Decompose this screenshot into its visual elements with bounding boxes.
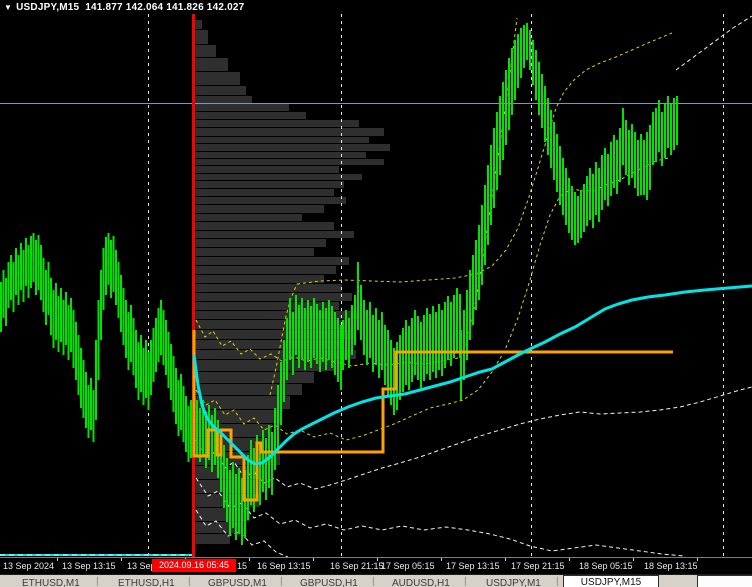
- volume-profile-bar: [194, 197, 346, 204]
- volume-profile-bar: [194, 189, 334, 196]
- chart-title: ▼ USDJPY,M15 141.877 142.064 141.826 142.…: [4, 2, 244, 13]
- time-axis-tick: [313, 558, 314, 561]
- time-axis-label: 15: [237, 561, 248, 571]
- volume-profile-bar: [194, 248, 314, 256]
- volume-profile-bar: [194, 72, 240, 85]
- yellow-band-line: [195, 17, 518, 367]
- time-axis-label: 13 Sep: [127, 561, 156, 571]
- time-axis[interactable]: 2024.09.16 05:45 13 Sep 2024 13 Sep 13:15…: [0, 557, 752, 574]
- volume-profile-bar: [194, 30, 208, 44]
- volume-profile-bar: [194, 137, 369, 143]
- time-axis-label: 13 Sep 2024: [3, 561, 55, 571]
- chart-tab-active[interactable]: USDJPY,M15: [563, 575, 659, 587]
- time-axis-label: 13 Sep 13:15: [62, 561, 116, 571]
- volume-profile-bar: [194, 128, 384, 136]
- time-axis-label: 16 Sep 13:15: [257, 561, 311, 571]
- yellow-band-line: [296, 32, 673, 285]
- volume-profile-bar: [194, 372, 314, 383]
- volume-profile-bar: [194, 239, 326, 247]
- volume-profile-bar: [194, 96, 252, 103]
- time-axis-tick: [505, 558, 506, 561]
- time-axis-tick: [633, 558, 634, 561]
- time-axis-label: 17 Sep 13:15: [446, 561, 500, 571]
- time-axis-label: 17 Sep 05:15: [381, 561, 435, 571]
- volume-profile-bar: [194, 214, 302, 221]
- volume-profile-bar: [194, 205, 324, 213]
- volume-profile-bar: [194, 534, 230, 544]
- volume-profile-bar: [194, 104, 289, 111]
- chart-tab[interactable]: ETHUSD,M1: [22, 578, 80, 587]
- volume-profile-bar: [194, 45, 216, 57]
- tab-bar-end-box: [697, 575, 752, 587]
- volume-profile-bar: [194, 340, 342, 349]
- volume-profile-bar: [194, 257, 349, 265]
- white-band-line: [195, 477, 685, 557]
- time-axis-label: 17 Sep 21:15: [511, 561, 565, 571]
- volume-profile-bar: [194, 320, 346, 329]
- volume-profile-bar: [194, 20, 202, 29]
- time-axis-tick: [441, 558, 442, 561]
- time-axis-tick: [249, 558, 250, 561]
- volume-profile-bar: [194, 311, 362, 319]
- volume-profile-bar: [194, 152, 366, 158]
- volume-profile-bar: [194, 293, 352, 301]
- volume-profile-bar: [194, 302, 339, 310]
- chart-tab[interactable]: GBPUSD,M1: [208, 578, 267, 587]
- volume-profile-bar: [194, 275, 324, 283]
- chart-tab-bar[interactable]: USDJPY,M15 ETHUSD,M1 ETHUSD,H1 GBPUSD,M1 GB…: [0, 574, 752, 587]
- time-axis-tick: [377, 558, 378, 561]
- chart-tab[interactable]: GBPUSD,H1: [300, 578, 358, 587]
- chart-symbol-period: USDJPY,M15: [16, 2, 80, 13]
- volume-profile-bar: [194, 284, 342, 292]
- volume-profile-bar: [194, 166, 339, 173]
- tab-separator: |: [556, 576, 559, 587]
- volume-profile-bar: [194, 112, 306, 119]
- tab-separator: |: [372, 576, 375, 587]
- time-axis-label: 18 Sep 05:15: [579, 561, 633, 571]
- volume-profile-bar: [194, 174, 362, 180]
- white-band-line: [675, 15, 752, 71]
- tab-separator: |: [188, 576, 191, 587]
- chart-tab[interactable]: AUDUSD,H1: [392, 578, 450, 587]
- volume-profile-bar: [194, 86, 246, 95]
- chart-tab[interactable]: ETHUSD,H1: [118, 578, 175, 587]
- chart-marker-icon: ▼: [4, 3, 13, 12]
- time-axis-label: 16 Sep 21:15: [330, 561, 384, 571]
- tab-separator: |: [96, 576, 99, 587]
- volume-profile-bar: [194, 120, 359, 127]
- chart-ohlc-values: 141.877 142.064 141.826 142.027: [85, 2, 245, 13]
- volume-profile-bar: [194, 350, 356, 359]
- volume-profile-bar: [194, 222, 334, 230]
- volume-profile-bar: [194, 330, 354, 339]
- time-axis-tick: [569, 558, 570, 561]
- time-axis-tick: [121, 558, 122, 561]
- cyan-ma-line: [192, 284, 752, 466]
- volume-profile-bar: [194, 231, 354, 238]
- chart-tab[interactable]: USDJPY,M1: [486, 578, 541, 587]
- time-axis-tick: [57, 558, 58, 561]
- volume-profile-bar: [194, 58, 228, 71]
- volume-profile-bar: [194, 360, 334, 371]
- volume-profile-bar: [194, 159, 384, 165]
- volume-profile-bar: [194, 266, 336, 274]
- yellow-band-line: [195, 157, 669, 441]
- tab-separator: |: [280, 576, 283, 587]
- chart-canvas[interactable]: [0, 0, 752, 557]
- tab-separator: |: [464, 576, 467, 587]
- time-axis-label: 18 Sep 13:15: [644, 561, 698, 571]
- time-axis-tick: [697, 558, 698, 561]
- volume-profile-bar: [194, 384, 302, 395]
- volume-profile-bar: [194, 144, 390, 151]
- white-band-line: [195, 509, 289, 557]
- volume-profile-bar: [194, 181, 344, 188]
- yellow-band-line: [269, 283, 298, 396]
- volume-profile-bar: [194, 522, 242, 533]
- volume-profile-bar: [194, 396, 290, 409]
- red-vertical-time-line: [192, 14, 195, 557]
- crosshair-time-label: 2024.09.16 05:45: [152, 559, 236, 572]
